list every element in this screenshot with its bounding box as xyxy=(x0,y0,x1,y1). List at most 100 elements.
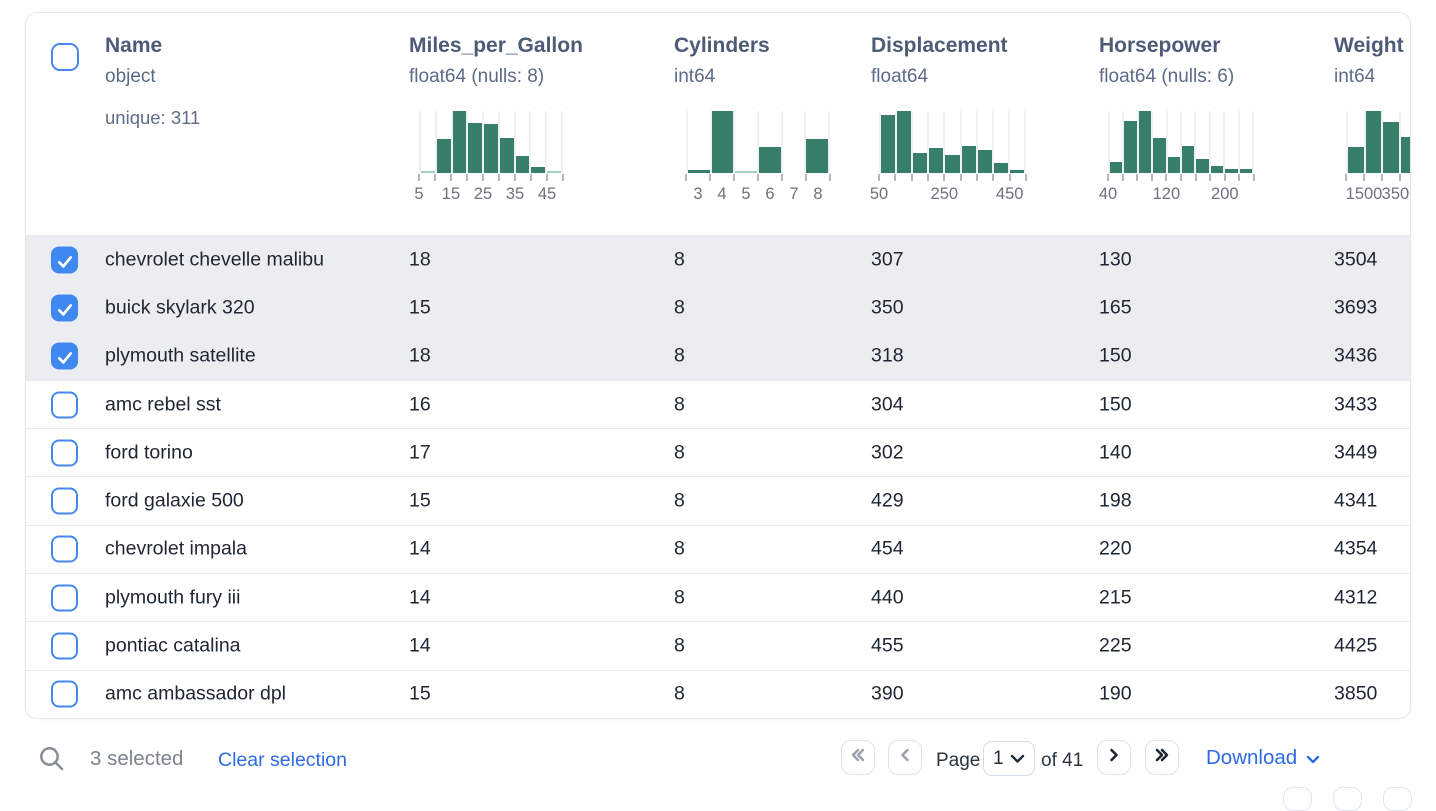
table-row[interactable]: plymouth fury iii 14 8 440 215 4312 xyxy=(26,573,1410,622)
histogram-bar xyxy=(945,155,960,173)
value-cell: 220 xyxy=(1099,537,1132,560)
table-row[interactable]: plymouth satellite 18 8 318 150 3436 xyxy=(26,331,1410,380)
search-icon[interactable] xyxy=(38,745,66,778)
column-dtype: float64 (nulls: 6) xyxy=(1099,66,1235,87)
column-title: Miles_per_Gallon xyxy=(409,34,583,57)
hidden-action-button[interactable] xyxy=(1333,787,1362,811)
table-row[interactable]: chevrolet chevelle malibu 18 8 307 130 3504 xyxy=(26,235,1410,284)
value-cell: 8 xyxy=(674,393,685,416)
next-page-button[interactable] xyxy=(1097,740,1131,775)
select-all-checkbox[interactable] xyxy=(51,43,79,71)
histogram-tick-label: 450 xyxy=(995,185,1024,203)
histogram-tick-label: 5 xyxy=(741,185,751,203)
value-cell: 190 xyxy=(1099,682,1132,705)
download-label: Download xyxy=(1206,746,1298,769)
table-row[interactable]: chevrolet impala 14 8 454 220 4354 xyxy=(26,524,1410,574)
histogram-bar xyxy=(913,153,928,173)
column-dtype: int64 xyxy=(1334,66,1376,87)
histogram-bar xyxy=(484,124,498,173)
hidden-action-button[interactable] xyxy=(1283,787,1312,811)
value-cell: 225 xyxy=(1099,634,1132,657)
name-cell: ford torino xyxy=(105,441,193,464)
name-cell: chevrolet chevelle malibu xyxy=(105,248,324,271)
value-cell: 4341 xyxy=(1334,489,1378,512)
table-row[interactable]: pontiac catalina 14 8 455 225 4425 xyxy=(26,621,1410,670)
value-cell: 8 xyxy=(674,682,685,705)
page-select[interactable]: 1 xyxy=(983,741,1035,776)
histogram-tick-label: 4 xyxy=(717,185,727,203)
name-cell: plymouth satellite xyxy=(105,344,256,367)
histogram-bar xyxy=(1383,122,1399,173)
table-row[interactable]: ford torino 17 8 302 140 3449 xyxy=(26,428,1410,477)
histogram-tick-label: 7 xyxy=(789,185,799,203)
column-dtype: object xyxy=(105,66,156,87)
value-cell: 390 xyxy=(871,682,904,705)
download-button[interactable]: Download xyxy=(1206,746,1320,770)
histogram-weight: 15003500 xyxy=(1345,111,1410,207)
value-cell: 18 xyxy=(409,344,431,367)
histogram-bar xyxy=(897,111,912,173)
hidden-action-button[interactable] xyxy=(1383,787,1412,811)
chevron-down-icon xyxy=(1010,748,1025,770)
row-checkbox[interactable] xyxy=(51,487,78,515)
histogram-bar xyxy=(1365,111,1381,173)
value-cell: 307 xyxy=(871,248,904,271)
histogram-miles_per_gallon: 5 15 25 35 45 xyxy=(414,111,564,207)
column-title: Horsepower xyxy=(1099,34,1221,57)
table-row[interactable]: amc ambassador dpl 15 8 390 190 3850 xyxy=(26,669,1410,718)
row-checkbox[interactable] xyxy=(51,584,78,612)
value-cell: 8 xyxy=(674,537,685,560)
table-row[interactable]: buick skylark 320 15 8 350 165 3693 xyxy=(26,283,1410,332)
value-cell: 3850 xyxy=(1334,682,1378,705)
row-checkbox[interactable] xyxy=(51,632,78,660)
last-page-icon xyxy=(1154,747,1170,768)
table-row[interactable]: ford galaxie 500 15 8 429 198 4341 xyxy=(26,476,1410,525)
name-cell: pontiac catalina xyxy=(105,634,241,657)
row-checkbox[interactable] xyxy=(51,246,78,274)
value-cell: 15 xyxy=(409,296,431,319)
clear-selection-link[interactable]: Clear selection xyxy=(218,749,347,771)
value-cell: 8 xyxy=(674,344,685,367)
column-dtype: int64 xyxy=(674,66,716,87)
value-cell: 130 xyxy=(1099,248,1132,271)
name-cell: amc ambassador dpl xyxy=(105,682,287,705)
histogram-bar xyxy=(452,111,467,173)
histogram-bar xyxy=(1400,137,1410,173)
histogram-tick-label: 120 xyxy=(1152,185,1181,203)
row-checkbox[interactable] xyxy=(51,680,78,708)
value-cell: 150 xyxy=(1099,344,1132,367)
histogram-tick-label: 40 xyxy=(1098,185,1118,203)
row-checkbox[interactable] xyxy=(51,439,78,467)
value-cell: 454 xyxy=(871,537,904,560)
last-page-button[interactable] xyxy=(1145,740,1179,775)
histogram-bar xyxy=(1348,147,1364,173)
value-cell: 165 xyxy=(1099,296,1132,319)
histogram-bar xyxy=(1196,159,1209,173)
histogram-tick-label: 3500 xyxy=(1381,185,1410,203)
histogram-bar xyxy=(688,170,710,173)
column-title: Weight xyxy=(1334,34,1404,57)
page-total-label: of 41 xyxy=(1041,750,1084,771)
first-page-icon xyxy=(850,747,866,768)
chevron-down-icon xyxy=(1306,746,1320,770)
value-cell: 14 xyxy=(409,537,431,560)
histogram-bar xyxy=(531,167,546,173)
histogram-bar xyxy=(421,171,435,173)
value-cell: 8 xyxy=(674,489,685,512)
histogram-bar xyxy=(1153,138,1166,173)
value-cell: 15 xyxy=(409,682,431,705)
name-cell: ford galaxie 500 xyxy=(105,489,244,512)
value-cell: 14 xyxy=(409,586,431,609)
histogram-tick-label: 1500 xyxy=(1345,185,1383,203)
table-row[interactable]: amc rebel sst 16 8 304 150 3433 xyxy=(26,379,1410,429)
histogram-tick-label: 8 xyxy=(813,185,823,203)
row-checkbox[interactable] xyxy=(51,391,78,419)
previous-page-button[interactable] xyxy=(888,740,922,775)
row-checkbox[interactable] xyxy=(51,294,78,322)
value-cell: 18 xyxy=(409,248,431,271)
value-cell: 8 xyxy=(674,296,685,319)
row-checkbox[interactable] xyxy=(51,535,78,563)
row-checkbox[interactable] xyxy=(51,342,78,370)
selection-count: 3 selected xyxy=(90,747,184,770)
first-page-button[interactable] xyxy=(841,740,875,775)
